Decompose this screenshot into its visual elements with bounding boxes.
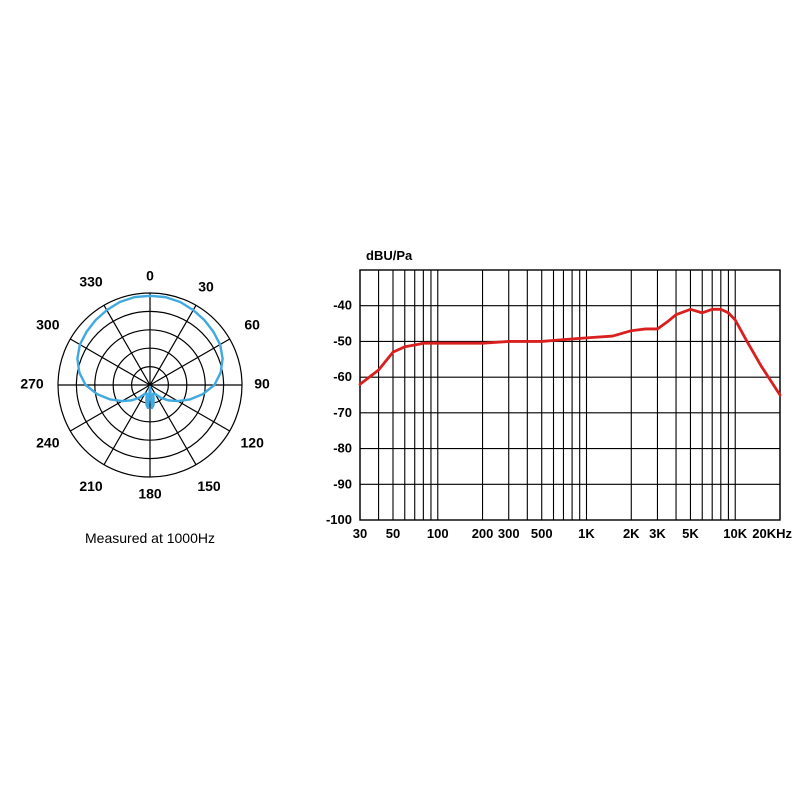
svg-text:2K: 2K bbox=[623, 526, 640, 541]
svg-text:1K: 1K bbox=[578, 526, 595, 541]
svg-text:-40: -40 bbox=[333, 298, 352, 313]
svg-text:-60: -60 bbox=[333, 369, 352, 384]
svg-text:-70: -70 bbox=[333, 405, 352, 420]
frequency-response-chart: dBU/Pa -40 -50 -60 -70 -80 -90 -10030 50 100 200 30… bbox=[300, 240, 800, 560]
chart-container: 0 30 60 90 120 150 180 210 240 270 300 330 Measured… bbox=[0, 240, 800, 560]
polar-caption: Measured at 1000Hz bbox=[0, 530, 300, 546]
svg-text:5K: 5K bbox=[682, 526, 699, 541]
svg-text:50: 50 bbox=[386, 526, 400, 541]
svg-text:200: 200 bbox=[472, 526, 494, 541]
svg-text:90: 90 bbox=[254, 376, 270, 392]
svg-text:120: 120 bbox=[241, 435, 265, 451]
svg-text:20KHz: 20KHz bbox=[752, 526, 792, 541]
svg-text:150: 150 bbox=[197, 478, 221, 494]
svg-text:270: 270 bbox=[20, 376, 44, 392]
svg-text:-90: -90 bbox=[333, 476, 352, 491]
svg-text:-80: -80 bbox=[333, 441, 352, 456]
svg-text:300: 300 bbox=[498, 526, 520, 541]
svg-text:30: 30 bbox=[198, 279, 214, 295]
svg-text:-50: -50 bbox=[333, 333, 352, 348]
svg-text:180: 180 bbox=[138, 486, 162, 502]
polar-chart: 0 30 60 90 120 150 180 210 240 270 300 330 Measured… bbox=[0, 240, 300, 560]
svg-text:100: 100 bbox=[427, 526, 449, 541]
svg-text:240: 240 bbox=[36, 435, 60, 451]
svg-text:0: 0 bbox=[146, 268, 154, 284]
svg-text:3K: 3K bbox=[649, 526, 666, 541]
svg-text:60: 60 bbox=[244, 317, 260, 333]
svg-text:210: 210 bbox=[79, 478, 103, 494]
svg-text:330: 330 bbox=[79, 274, 103, 290]
svg-text:10K: 10K bbox=[723, 526, 747, 541]
svg-text:500: 500 bbox=[531, 526, 553, 541]
svg-text:300: 300 bbox=[36, 317, 60, 333]
svg-text:-100: -100 bbox=[326, 512, 352, 527]
svg-text:dBU/Pa: dBU/Pa bbox=[366, 248, 413, 263]
svg-text:30: 30 bbox=[353, 526, 367, 541]
